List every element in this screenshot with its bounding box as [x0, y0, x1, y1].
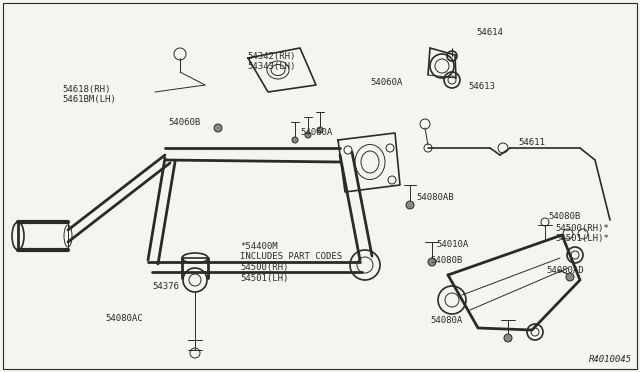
Text: 54080AC: 54080AC: [105, 314, 143, 323]
Circle shape: [214, 124, 222, 132]
Text: 54060B: 54060B: [168, 118, 200, 127]
Text: *54400M: *54400M: [240, 242, 278, 251]
Text: R4010045: R4010045: [589, 355, 632, 364]
Text: 54080B: 54080B: [548, 212, 580, 221]
Text: 54010A: 54010A: [436, 240, 468, 249]
Text: 54342(RH): 54342(RH): [247, 52, 296, 61]
Text: 54080A: 54080A: [430, 316, 462, 325]
Text: 54501(LH): 54501(LH): [240, 274, 289, 283]
Text: 54060A: 54060A: [300, 128, 332, 137]
Text: 54501(LH)*: 54501(LH)*: [555, 234, 609, 243]
Text: 54614: 54614: [476, 28, 503, 37]
Text: 54618(RH): 54618(RH): [62, 85, 110, 94]
Circle shape: [305, 132, 311, 138]
Circle shape: [292, 137, 298, 143]
Text: 54500(RH)*: 54500(RH)*: [555, 224, 609, 233]
Circle shape: [317, 127, 323, 133]
Text: 54611: 54611: [518, 138, 545, 147]
Text: 54376: 54376: [152, 282, 179, 291]
Text: 5461BM(LH): 5461BM(LH): [62, 95, 116, 104]
Text: 54060A: 54060A: [370, 78, 403, 87]
Circle shape: [566, 273, 574, 281]
Text: 54343(LH): 54343(LH): [247, 62, 296, 71]
Text: 54500(RH): 54500(RH): [240, 263, 289, 272]
Circle shape: [428, 258, 436, 266]
Circle shape: [406, 201, 414, 209]
Circle shape: [504, 334, 512, 342]
Text: 54080AD: 54080AD: [546, 266, 584, 275]
Text: 54080B: 54080B: [430, 256, 462, 265]
Text: 54080AB: 54080AB: [416, 193, 454, 202]
Text: 54613: 54613: [468, 82, 495, 91]
Text: INCLUDES PART CODES: INCLUDES PART CODES: [240, 252, 342, 261]
